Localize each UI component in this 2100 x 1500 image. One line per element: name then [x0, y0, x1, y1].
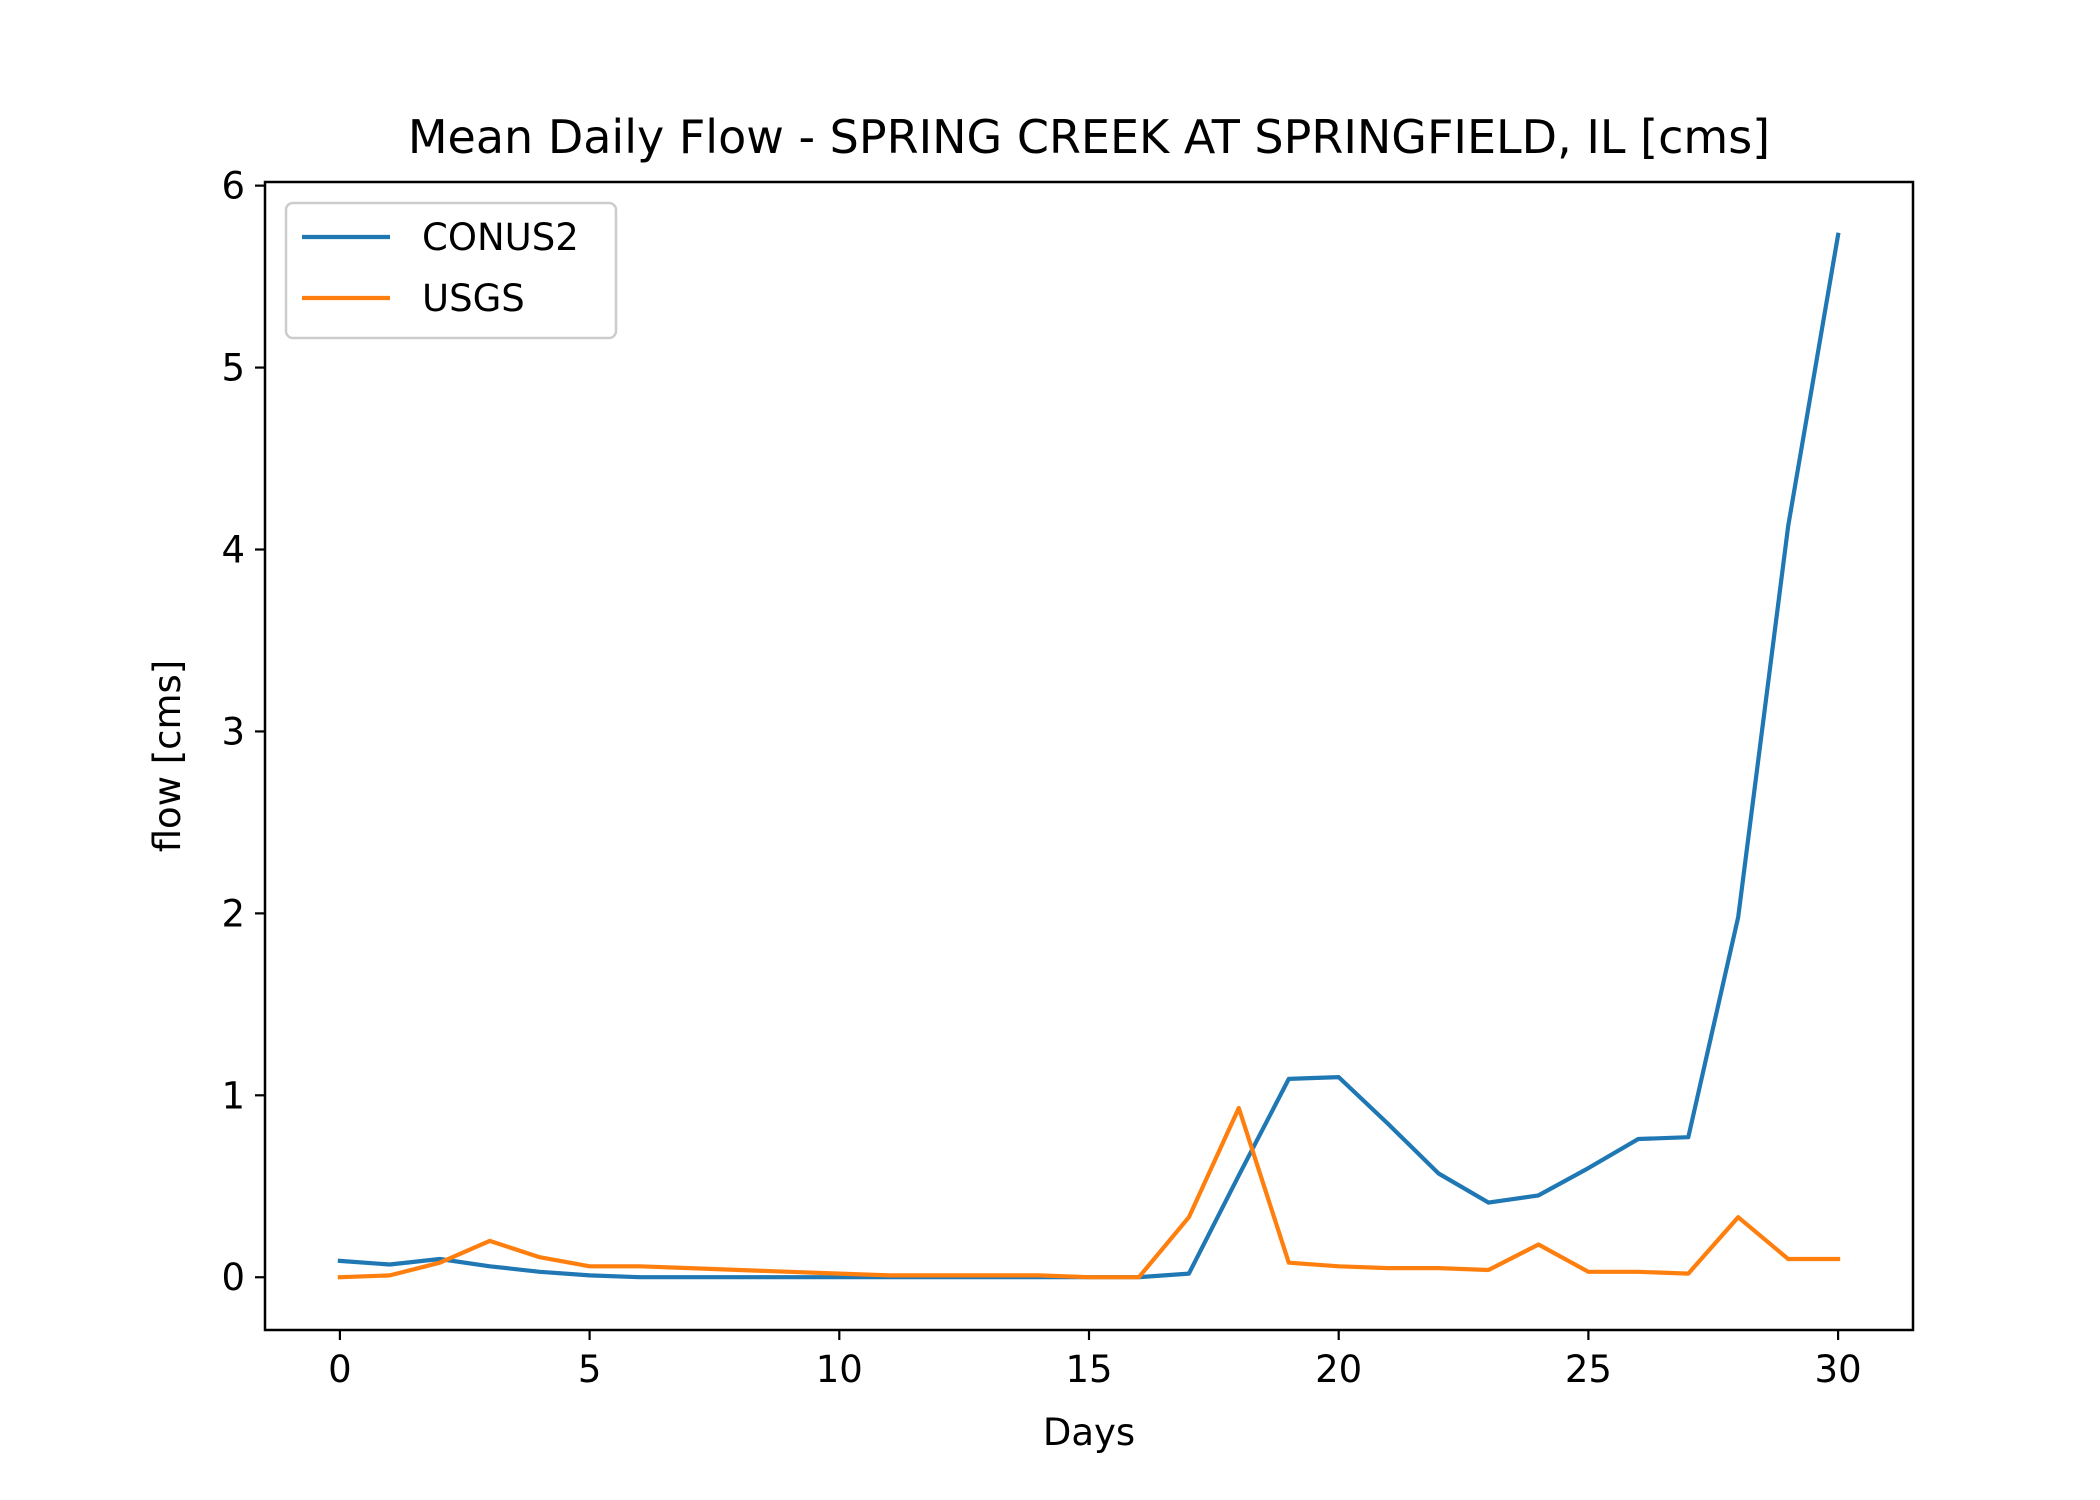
x-tick-label: 20: [1315, 1348, 1362, 1391]
x-axis-label: Days: [1043, 1411, 1135, 1454]
y-tick-label: 1: [221, 1074, 245, 1117]
legend-label-usgs: USGS: [422, 277, 525, 320]
y-tick-label: 2: [221, 892, 245, 935]
x-tick-label: 0: [328, 1348, 352, 1391]
series-line-usgs: [337, 1105, 1841, 1280]
y-axis-label: flow [cms]: [146, 660, 189, 853]
chart-title: Mean Daily Flow - SPRING CREEK AT SPRING…: [408, 110, 1770, 164]
plot-area: [265, 182, 1913, 1330]
y-tick-label: 4: [221, 529, 245, 572]
x-tick-label: 25: [1565, 1348, 1612, 1391]
series-layer: [337, 232, 1841, 1280]
x-tick-label: 15: [1065, 1348, 1112, 1391]
x-tick-label: 30: [1815, 1348, 1862, 1391]
legend-label-conus2: CONUS2: [422, 216, 579, 259]
y-tick-label: 0: [221, 1256, 245, 1299]
y-tick-label: 3: [221, 710, 245, 753]
y-axis: 0 1 2 3 4 5 6: [221, 165, 265, 1299]
y-tick-label: 5: [221, 347, 245, 390]
x-tick-label: 5: [578, 1348, 602, 1391]
x-axis: 0 5 10 15 20 25 30: [328, 1330, 1862, 1391]
y-tick-label: 6: [221, 165, 245, 208]
x-tick-label: 10: [816, 1348, 863, 1391]
legend: CONUS2 USGS: [284, 201, 618, 340]
